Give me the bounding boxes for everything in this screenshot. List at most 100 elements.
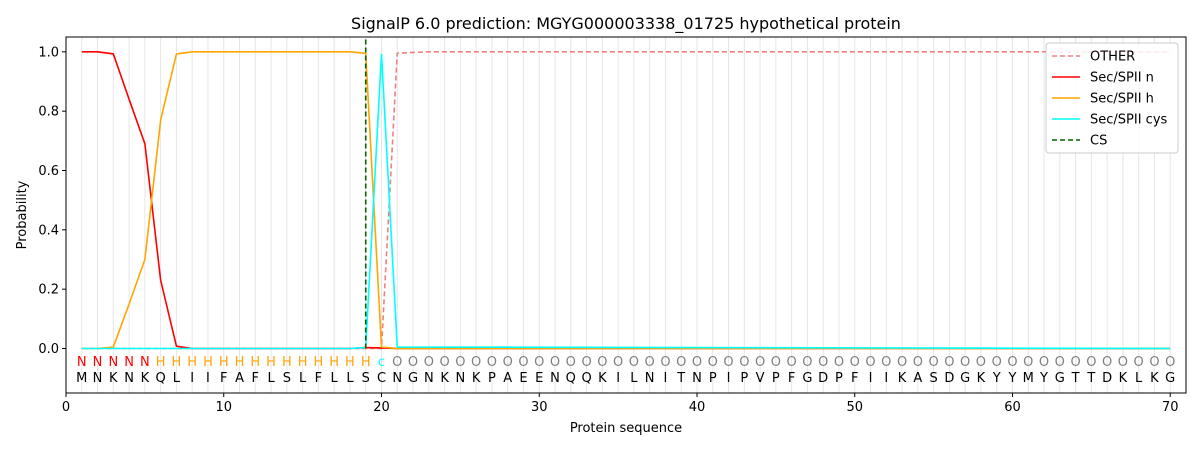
sequence-residue: K xyxy=(898,371,907,386)
sequence-residue: I xyxy=(190,371,194,386)
sequence-residue: L xyxy=(630,371,638,386)
y-axis-label: Probability xyxy=(15,180,30,249)
region-label: O xyxy=(487,355,497,370)
legend: OTHER Sec/SPII n Sec/SPII h Sec/SPII cys CS xyxy=(1045,42,1179,154)
y-tick-label: 0.2 xyxy=(38,283,59,298)
legend-label: Sec/SPII n xyxy=(1090,71,1154,86)
region-label: O xyxy=(1055,355,1065,370)
region-label: H xyxy=(266,355,276,370)
y-tick-label: 0.8 xyxy=(38,105,59,120)
sequence-residue: M xyxy=(1023,371,1034,386)
sequence-residue: G xyxy=(1165,371,1175,386)
series-line-sec-spii-cys xyxy=(81,53,1171,350)
region-label: O xyxy=(550,355,560,370)
sequence-residue: N xyxy=(392,371,402,386)
region-label: O xyxy=(944,355,954,370)
region-label: H xyxy=(187,355,197,370)
sequence-residue: N xyxy=(645,371,655,386)
region-label: O xyxy=(1023,355,1033,370)
region-label: O xyxy=(771,355,781,370)
region-label: H xyxy=(250,355,260,370)
region-label: O xyxy=(692,355,702,370)
y-tick-label: 1.0 xyxy=(38,45,59,60)
sequence-residue: I xyxy=(884,371,888,386)
sequence-residue: L xyxy=(346,371,354,386)
region-label: O xyxy=(534,355,544,370)
region-label: O xyxy=(518,355,528,370)
region-label: O xyxy=(629,355,639,370)
region-label: O xyxy=(992,355,1002,370)
region-label: H xyxy=(345,355,355,370)
sequence-residue: I xyxy=(869,371,873,386)
sequence-residue: D xyxy=(944,371,954,386)
sequence-residue: T xyxy=(1086,371,1095,386)
sequence-residue: F xyxy=(220,371,227,386)
sequence-residue: Y xyxy=(992,371,1001,386)
y-axis: 0.0 0.2 0.4 0.6 0.8 1.0 xyxy=(38,45,66,357)
region-label: O xyxy=(408,355,418,370)
region-label: O xyxy=(471,355,481,370)
sequence-residue: G xyxy=(408,371,418,386)
region-label: N xyxy=(124,355,134,370)
sequence-residue: M xyxy=(76,371,87,386)
region-label: O xyxy=(723,355,733,370)
sequence-residue: G xyxy=(960,371,970,386)
sequence-residue: N xyxy=(692,371,702,386)
sequence-residue: N xyxy=(93,371,103,386)
region-label: O xyxy=(597,355,607,370)
region-label: O xyxy=(1149,355,1159,370)
sequence-residue: T xyxy=(1071,371,1080,386)
sequence-residue: K xyxy=(472,371,481,386)
region-label: c xyxy=(378,355,385,370)
region-label: O xyxy=(566,355,576,370)
x-tick-label: 60 xyxy=(1004,400,1021,415)
sequence-residue: P xyxy=(488,371,496,386)
region-label: H xyxy=(219,355,229,370)
region-label: O xyxy=(976,355,986,370)
sequence-residue: N xyxy=(455,371,465,386)
sequence-residue: Q xyxy=(156,371,166,386)
sequence-residue: K xyxy=(1150,371,1159,386)
region-label: O xyxy=(1007,355,1017,370)
sequence-residue: T xyxy=(676,371,685,386)
sequence-residue: K xyxy=(141,371,150,386)
region-label: N xyxy=(93,355,103,370)
sequence-residue: P xyxy=(740,371,748,386)
sequence-residue: S xyxy=(283,371,291,386)
sequence-residue: L xyxy=(299,371,307,386)
region-label: O xyxy=(660,355,670,370)
sequence-residue: F xyxy=(315,371,322,386)
sequence-residue: Q xyxy=(581,371,591,386)
region-label: O xyxy=(834,355,844,370)
plot-lines xyxy=(81,37,1171,350)
region-label: O xyxy=(960,355,970,370)
region-label: O xyxy=(755,355,765,370)
sequence-residue: G xyxy=(1055,371,1065,386)
sequence-residue: V xyxy=(756,371,765,386)
sequence-residue: A xyxy=(235,371,244,386)
legend-box xyxy=(1045,42,1179,154)
sequence-residue: A xyxy=(503,371,512,386)
x-tick-label: 30 xyxy=(531,400,548,415)
region-label: O xyxy=(708,355,718,370)
x-tick-label: 10 xyxy=(215,400,232,415)
region-label: H xyxy=(172,355,182,370)
grid xyxy=(81,37,1171,393)
region-label: N xyxy=(108,355,118,370)
sequence-residue: I xyxy=(664,371,668,386)
sequence-residue: L xyxy=(331,371,339,386)
sequence-residue: N xyxy=(550,371,560,386)
sequence-residue: I xyxy=(727,371,731,386)
sequence-residue: D xyxy=(1102,371,1112,386)
region-label: O xyxy=(503,355,513,370)
region-label: O xyxy=(1102,355,1112,370)
x-tick-label: 0 xyxy=(62,400,70,415)
x-tick-label: 70 xyxy=(1162,400,1179,415)
region-label: O xyxy=(1118,355,1128,370)
sequence-residue: D xyxy=(818,371,828,386)
region-label: O xyxy=(455,355,465,370)
region-label: O xyxy=(1165,355,1175,370)
sequence-residue: F xyxy=(788,371,795,386)
